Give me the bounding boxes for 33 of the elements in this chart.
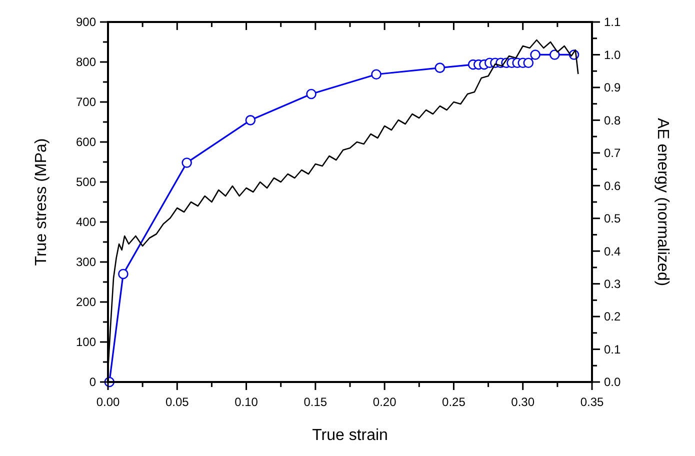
x-tick-label: 0.00 [96, 395, 120, 409]
x-tick-label: 0.30 [511, 395, 535, 409]
y-tick-label: 100 [76, 335, 96, 350]
x-tick-label: 0.35 [580, 395, 604, 409]
y-tick-label: 700 [76, 95, 96, 110]
y-tick-label: 300 [76, 255, 96, 270]
y-axis-title: True stress (MPa) [33, 138, 50, 266]
x-tick-label: 0.15 [304, 395, 328, 409]
y2-axis-title: AE energy (normalized) [654, 118, 671, 286]
y2-tick-label: 1.1 [604, 15, 622, 30]
y2-tick-label: 1.0 [604, 48, 622, 62]
y-tick-label: 800 [76, 55, 96, 70]
y-tick-label: 400 [76, 215, 96, 230]
y2-tick-label: 0.7 [604, 146, 622, 160]
y2-tick-label: 0.9 [604, 80, 622, 95]
x-tick-label: 0.05 [165, 395, 190, 409]
x-tick-label: 0.10 [234, 395, 258, 409]
y2-tick-label: 0.1 [604, 342, 622, 356]
x-tick-label: 0.20 [372, 395, 397, 409]
y2-tick-label: 0.2 [604, 310, 622, 324]
x-axis-title: True strain [312, 427, 388, 444]
y2-tick-label: 0.3 [604, 277, 622, 292]
y-tick-label: 500 [76, 175, 96, 190]
y2-tick-label: 0.5 [604, 212, 622, 226]
y2-tick-label: 0.6 [604, 178, 622, 193]
x-tick-label: 0.25 [442, 395, 466, 409]
y-tick-label: 900 [76, 15, 96, 30]
y2-tick-label: 0.4 [604, 244, 622, 258]
y2-tick-label: 0.8 [604, 113, 622, 128]
y2-tick-label: 0.0 [604, 375, 622, 390]
y-tick-label: 0 [89, 375, 96, 390]
y-tick-label: 200 [76, 295, 96, 310]
y-tick-label: 600 [76, 135, 96, 150]
